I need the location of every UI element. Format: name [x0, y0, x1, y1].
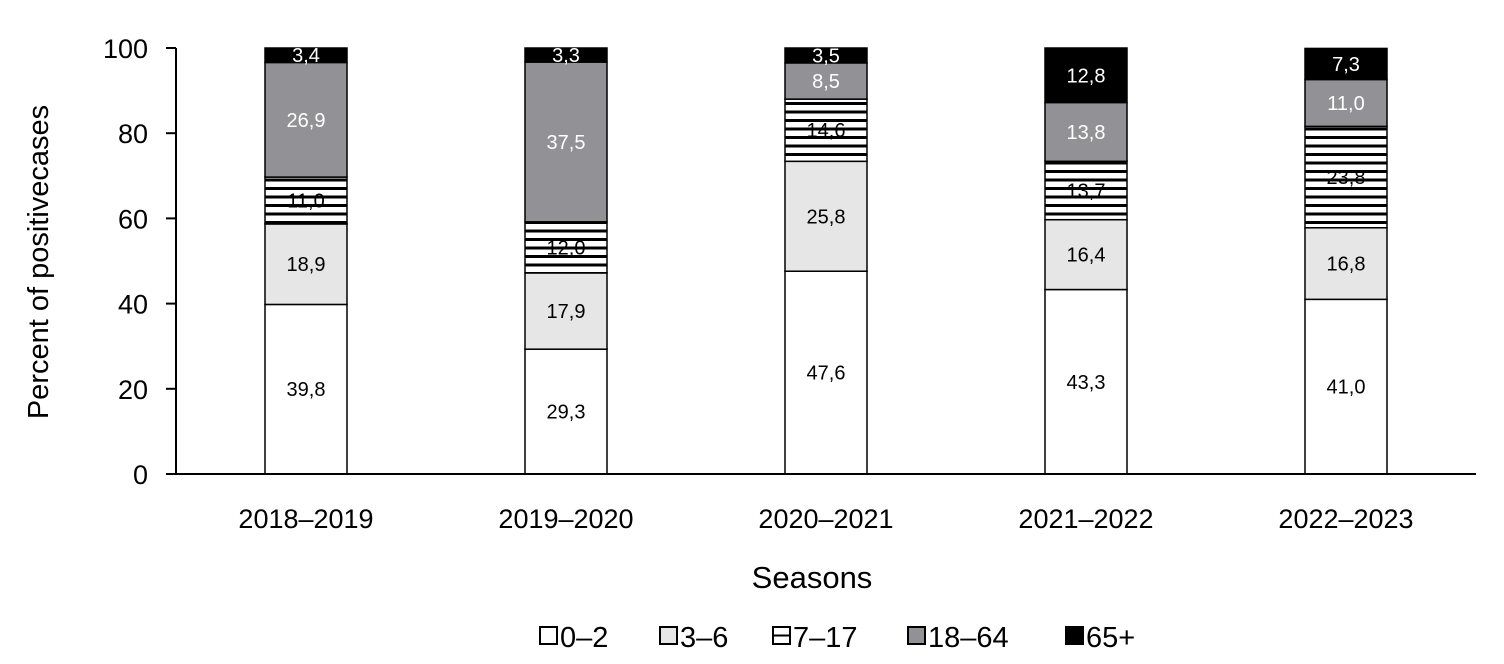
- legend: 0–2 3–6 7–17 18–64 65+: [539, 622, 1135, 654]
- bar-segment: [1304, 47, 1388, 81]
- data-label: 17,9: [547, 301, 586, 323]
- bar-segment: [264, 61, 348, 178]
- legend-swatch: [1065, 626, 1084, 645]
- legend-item: 65+: [1065, 622, 1135, 654]
- legend-swatch: [907, 626, 926, 645]
- data-label: 3,5: [812, 45, 840, 67]
- data-label: 37,5: [547, 132, 586, 154]
- legend-item: 18–64: [907, 622, 1009, 654]
- x-tick-label: 2022–2023: [1278, 504, 1413, 534]
- bar-segment: [264, 223, 348, 306]
- bar-segment: [524, 272, 608, 350]
- bar-segment: [1044, 160, 1128, 221]
- data-label: 13,8: [1067, 122, 1106, 144]
- data-label: 29,3: [547, 402, 586, 424]
- x-tick-label: 2020–2021: [758, 504, 893, 534]
- data-label: 11,0: [1327, 93, 1364, 115]
- data-label: 7,3: [1332, 54, 1360, 76]
- legend-label: 18–64: [928, 622, 1009, 654]
- data-label: 47,6: [807, 363, 846, 385]
- bar-segment: [264, 303, 348, 475]
- y-tick-label: 80: [118, 119, 148, 149]
- axes: 2018–2019 2019–2020 2020–2021 2021–2022 2022…: [103, 34, 1476, 534]
- legend-item: 7–17: [772, 622, 858, 654]
- data-label: 8,5: [812, 71, 840, 93]
- bar-segment: [784, 160, 868, 272]
- data-label: 13,7: [1067, 180, 1106, 202]
- bar-segment: [524, 221, 608, 274]
- legend-label: 3–6: [680, 622, 728, 654]
- bar-segment: [1304, 298, 1388, 475]
- bar-segment: [524, 61, 608, 223]
- data-label: 12,8: [1067, 65, 1106, 87]
- x-tick-label: 2018–2019: [238, 504, 373, 534]
- bar-segment: [1044, 288, 1128, 475]
- legend-label: 7–17: [793, 622, 858, 654]
- data-label: 41,0: [1327, 377, 1366, 399]
- legend-label: 0–2: [560, 622, 608, 654]
- legend-swatch: [659, 626, 678, 645]
- y-tick-label: 100: [103, 34, 148, 64]
- bar-segment: [264, 47, 348, 64]
- x-axis-label: Seasons: [752, 560, 873, 595]
- legend-label: 65+: [1086, 622, 1135, 654]
- y-tick-label: 20: [118, 375, 148, 405]
- data-label: 18,9: [287, 254, 326, 276]
- bars: 39,8 18,9 11,0 26,9 3,4 29,3 17,9 12,0 37,5 3,3 47…: [264, 45, 1388, 475]
- bar-segment: [1044, 218, 1128, 291]
- data-label: 26,9: [287, 110, 326, 132]
- x-tick-label: 2019–2020: [498, 504, 633, 534]
- bar-segment: [1044, 47, 1128, 104]
- bar-segment: [1304, 78, 1388, 128]
- bar-segment: [784, 98, 868, 163]
- data-label: 25,8: [807, 206, 846, 228]
- data-label: 43,3: [1067, 372, 1106, 394]
- data-label: 23,8: [1327, 167, 1366, 189]
- bar-segment: [784, 47, 868, 64]
- legend-item: 3–6: [659, 622, 728, 654]
- data-label: 11,0: [287, 191, 324, 213]
- bar-segment: [1044, 101, 1128, 163]
- data-label: 3,3: [552, 45, 580, 67]
- y-tick-label: 0: [133, 460, 148, 490]
- y-tick-label: 60: [118, 204, 148, 234]
- data-label: 12,0: [547, 237, 586, 259]
- y-axis-label: Percent of positivecases: [23, 105, 55, 419]
- legend-item: 0–2: [539, 622, 608, 654]
- data-label: 16,4: [1067, 245, 1106, 267]
- bar-segment: [1304, 125, 1388, 229]
- bar-segment: [1304, 227, 1388, 301]
- y-tick-label: 40: [118, 290, 148, 320]
- bar-segment: [524, 47, 608, 63]
- data-label: 16,8: [1327, 254, 1366, 276]
- x-tick-label: 2021–2022: [1018, 504, 1153, 534]
- data-label: 39,8: [287, 379, 326, 401]
- data-label: 14,6: [807, 120, 846, 142]
- data-label: 3,4: [292, 45, 320, 67]
- legend-swatch: [539, 626, 558, 645]
